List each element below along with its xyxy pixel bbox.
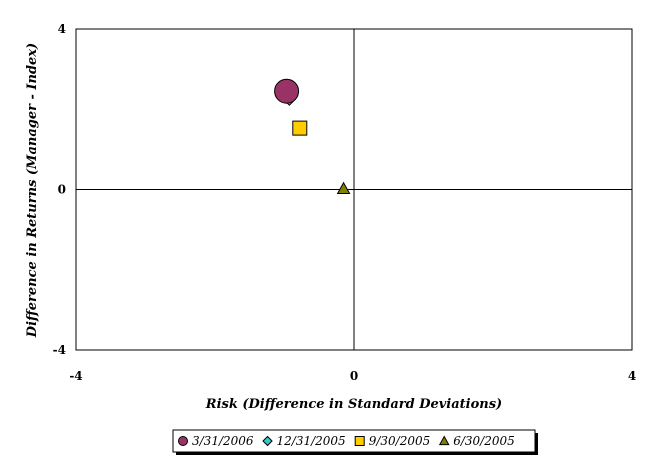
legend-marker-triangle: [438, 435, 450, 446]
legend: 3/31/2006 12/31/2005 9/30/2005 6/30/2005: [172, 429, 538, 455]
point-circle: [274, 78, 300, 104]
y-tick-label: -4: [53, 343, 66, 357]
legend-marker-square: [354, 436, 365, 446]
legend-label: 6/30/2005: [453, 434, 515, 448]
legend-label: 3/31/2006: [192, 434, 254, 448]
legend-marker-diamond: [262, 435, 273, 447]
x-tick-label: 0: [350, 369, 358, 383]
x-axis-title: Risk (Difference in Standard Deviations): [205, 397, 502, 412]
legend-box: [172, 429, 536, 453]
y-tick-label: 4: [58, 22, 66, 36]
reference-lines: [76, 29, 632, 350]
y-tick-label: 0: [58, 183, 66, 197]
tick-labels: -4 0 4 -4 0 4: [53, 22, 637, 383]
x-tick-label: 4: [628, 369, 636, 383]
point-square: [292, 120, 308, 136]
data-points: [274, 78, 351, 194]
legend-label: 12/31/2005: [277, 434, 346, 448]
x-tick-label: -4: [69, 369, 82, 383]
legend-label: 9/30/2005: [369, 434, 431, 448]
y-axis-title: Difference in Returns (Manager - Index): [25, 43, 40, 338]
point-triangle: [336, 181, 351, 194]
legend-marker-circle: [178, 436, 188, 446]
